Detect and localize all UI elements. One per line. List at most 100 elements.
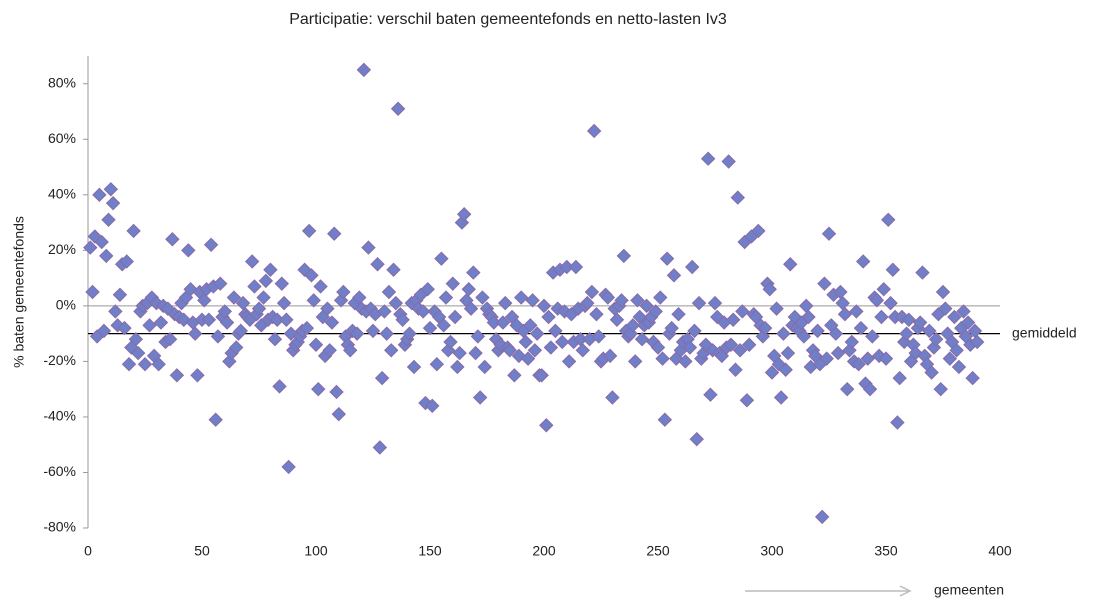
point (630, 293, 645, 308)
point (119, 254, 134, 269)
point (969, 334, 985, 350)
point (650, 340, 666, 355)
point (470, 329, 486, 344)
point (251, 301, 267, 316)
y-tick-label: 20% (48, 241, 76, 257)
point (830, 345, 846, 361)
point (87, 229, 103, 244)
point (691, 295, 707, 311)
x-tick-label: 150 (418, 543, 442, 559)
point (922, 323, 937, 339)
point (502, 343, 518, 358)
point (773, 390, 789, 405)
point (796, 329, 812, 344)
point (536, 298, 552, 314)
point (187, 326, 203, 341)
point (614, 293, 629, 308)
point (329, 384, 344, 400)
point (322, 343, 337, 358)
point (279, 312, 294, 327)
point (605, 390, 620, 405)
x-tick-label: 0 (84, 543, 92, 559)
point (751, 223, 766, 239)
point (263, 262, 278, 277)
point (356, 62, 372, 78)
point (935, 284, 951, 300)
point (819, 351, 834, 366)
point (947, 309, 962, 325)
point (281, 459, 296, 475)
point (853, 320, 869, 336)
x-axis-label: gemeenten (934, 582, 1004, 598)
point (495, 315, 511, 330)
point (602, 348, 618, 364)
point (299, 320, 315, 336)
point (228, 340, 244, 355)
point (869, 293, 885, 308)
point (862, 381, 878, 397)
point (591, 329, 606, 344)
point (912, 315, 928, 330)
point (92, 187, 107, 203)
point (555, 334, 570, 350)
point (452, 345, 467, 361)
x-tick-label: 300 (760, 543, 784, 559)
point (520, 351, 536, 366)
x-tick-label: 50 (194, 543, 210, 559)
point (890, 415, 905, 430)
point (420, 282, 435, 297)
point (539, 418, 554, 433)
point (705, 343, 720, 358)
point (730, 190, 746, 205)
point (190, 368, 205, 383)
point (456, 207, 472, 222)
point (388, 295, 404, 311)
point (924, 365, 939, 380)
point (798, 298, 814, 314)
point (801, 309, 816, 325)
point (151, 356, 166, 372)
point (509, 318, 524, 333)
point (513, 290, 529, 305)
y-tick-label: 80% (48, 74, 76, 90)
point (447, 309, 463, 325)
point (951, 359, 967, 375)
point (666, 268, 682, 283)
point (723, 337, 739, 352)
point (871, 348, 887, 364)
point (844, 334, 860, 350)
point (778, 362, 793, 377)
point (960, 315, 976, 330)
point (527, 343, 543, 358)
y-tick-label: -20% (43, 352, 76, 368)
point (518, 334, 533, 350)
point (454, 215, 470, 230)
point (381, 284, 397, 300)
point (313, 279, 328, 294)
point (256, 290, 271, 305)
point (130, 345, 146, 361)
point (208, 412, 223, 427)
point (543, 340, 559, 355)
x-tick-label: 250 (646, 543, 670, 559)
point (548, 323, 563, 339)
point (103, 182, 119, 197)
point (165, 232, 180, 247)
point (377, 304, 392, 319)
point (732, 343, 748, 358)
point (226, 290, 242, 305)
point (860, 351, 875, 366)
point (876, 282, 891, 297)
point (938, 301, 953, 316)
point (965, 370, 980, 386)
point (885, 262, 901, 277)
point (361, 240, 376, 255)
point (550, 301, 565, 316)
point (272, 379, 287, 394)
point (445, 276, 461, 291)
point (810, 323, 825, 339)
point (609, 312, 625, 327)
point (525, 293, 540, 308)
x-tick-label: 400 (988, 543, 1012, 559)
